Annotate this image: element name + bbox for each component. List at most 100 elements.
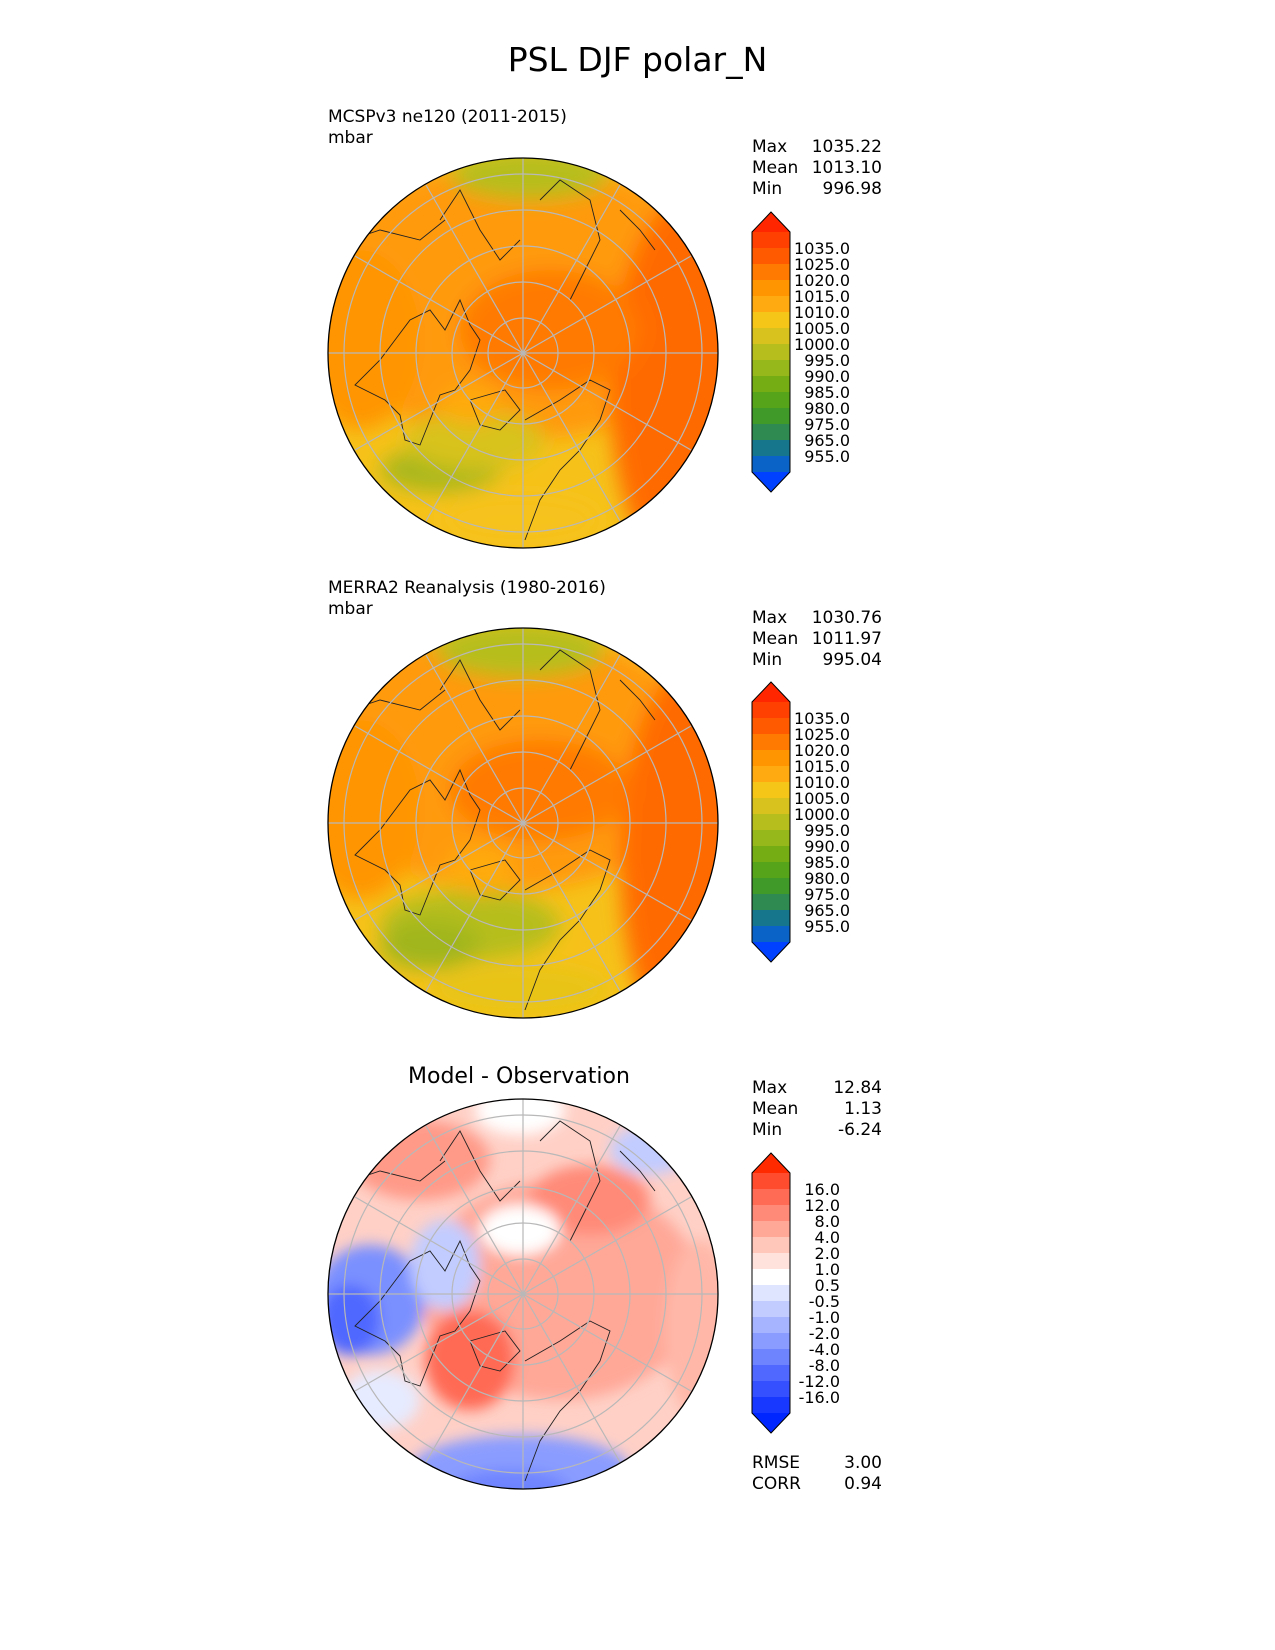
colorbar-extend-bottom [752, 942, 790, 962]
colorbar-tick-label: -4.0 [809, 1340, 840, 1359]
colorbar-tick-label: -12.0 [799, 1372, 840, 1391]
colorbar-tick-label: -1.0 [809, 1308, 840, 1327]
colorbar-swatch [752, 1381, 790, 1398]
colorbar-tick-label: 1020.0 [794, 271, 850, 290]
colorbar-swatch [752, 1349, 790, 1366]
colorbar-tick-label: 1025.0 [794, 725, 850, 744]
colorbar-swatch [752, 1285, 790, 1302]
colorbar-swatch [752, 894, 790, 911]
colorbar-swatch [752, 392, 790, 409]
colorbar-tick-label: 985.0 [804, 853, 850, 872]
colorbar-tick-label: 1.0 [815, 1260, 840, 1279]
map-model [327, 157, 719, 549]
colorbar-swatch [752, 440, 790, 457]
colorbar-swatch [752, 248, 790, 265]
colorbar-swatch [752, 814, 790, 831]
colorbar-swatch [752, 280, 790, 297]
colorbar-tick-label: 16.0 [804, 1180, 840, 1199]
colorbar-tick-label: 1035.0 [794, 239, 850, 258]
colorbar-extend-bottom [752, 472, 790, 492]
colorbar-swatch [752, 878, 790, 895]
colorbar-swatch [752, 798, 790, 815]
colorbar-tick-label: 980.0 [804, 869, 850, 888]
colorbar-swatch [752, 702, 790, 719]
colorbar-tick-label: 975.0 [804, 885, 850, 904]
colorbar-tick-label: 1010.0 [794, 773, 850, 792]
colorbar-swatch [752, 328, 790, 345]
colorbar-tick-label: 1035.0 [794, 709, 850, 728]
colorbar-tick-label: 990.0 [804, 837, 850, 856]
panel-title-model: MCSPv3 ne120 (2011-2015) [328, 107, 567, 127]
colorbar-tick-label: 995.0 [804, 821, 850, 840]
panel-units-obs: mbar [328, 599, 373, 619]
colorbar-tick-label: 985.0 [804, 383, 850, 402]
colorbar-tick-label: -16.0 [799, 1388, 840, 1407]
colorbar-tick-label: 1020.0 [794, 741, 850, 760]
colorbar-tick-label: 1000.0 [794, 335, 850, 354]
colorbar-swatch [752, 734, 790, 751]
colorbar-swatch [752, 264, 790, 281]
colorbar-tick-label: 995.0 [804, 351, 850, 370]
colorbar-swatch [752, 846, 790, 863]
colorbar-swatch [752, 1317, 790, 1334]
colorbar-tick-label: 1005.0 [794, 319, 850, 338]
panel-title-diff: Model - Observation [408, 1064, 630, 1089]
colorbar-tick-label: 1015.0 [794, 757, 850, 776]
colorbar-diff: 16.012.08.04.02.01.00.5-0.5-1.0-2.0-4.0-… [751, 1152, 840, 1434]
colorbar-swatch [752, 766, 790, 783]
colorbar-swatch [752, 782, 790, 799]
colorbar-extend-top [752, 682, 790, 702]
colorbar-swatch [752, 1301, 790, 1318]
map-diff [327, 1098, 719, 1490]
colorbar-tick-label: 1000.0 [794, 805, 850, 824]
colorbar-swatch [752, 376, 790, 393]
colorbar-tick-label: 12.0 [804, 1196, 840, 1215]
colorbar-obs: 1035.01025.01020.01015.01010.01005.01000… [751, 681, 850, 963]
colorbar-tick-label: 990.0 [804, 367, 850, 386]
colorbar-tick-label: 955.0 [804, 447, 850, 466]
colorbar-swatch [752, 232, 790, 249]
colorbar-swatch [752, 408, 790, 425]
panel-units-model: mbar [328, 128, 373, 148]
colorbar-tick-label: 975.0 [804, 415, 850, 434]
colorbar-swatch [752, 456, 790, 473]
colorbar-swatch [752, 312, 790, 329]
colorbar-tick-label: 1005.0 [794, 789, 850, 808]
colorbar-swatch [752, 750, 790, 767]
colorbar-tick-label: 8.0 [815, 1212, 840, 1231]
colorbar-tick-label: -8.0 [809, 1356, 840, 1375]
colorbar-tick-label: 1010.0 [794, 303, 850, 322]
colorbar-swatch [752, 718, 790, 735]
colorbar-tick-label: -0.5 [809, 1292, 840, 1311]
colorbar-swatch [752, 1269, 790, 1286]
colorbar-model: 1035.01025.01020.01015.01010.01005.01000… [751, 211, 850, 493]
colorbar-swatch [752, 1221, 790, 1238]
colorbar-swatch [752, 1333, 790, 1350]
colorbar-swatch [752, 360, 790, 377]
colorbar-swatch [752, 1237, 790, 1254]
colorbar-extend-top [752, 1153, 790, 1173]
colorbar-swatch [752, 296, 790, 313]
colorbar-tick-label: 0.5 [815, 1276, 840, 1295]
colorbar-swatch [752, 1365, 790, 1382]
colorbar-swatch [752, 1189, 790, 1206]
colorbar-tick-label: 2.0 [815, 1244, 840, 1263]
colorbar-swatch [752, 1205, 790, 1222]
colorbar-swatch [752, 926, 790, 943]
colorbar-tick-label: 1015.0 [794, 287, 850, 306]
map-obs [327, 627, 719, 1019]
colorbar-swatch [752, 344, 790, 361]
figure-title: PSL DJF polar_N [507, 40, 768, 79]
colorbar-extend-top [752, 212, 790, 232]
colorbar-tick-label: 965.0 [804, 431, 850, 450]
colorbar-tick-label: -2.0 [809, 1324, 840, 1343]
colorbar-swatch [752, 862, 790, 879]
colorbar-swatch [752, 1173, 790, 1190]
colorbar-swatch [752, 910, 790, 927]
colorbar-extend-bottom [752, 1413, 790, 1433]
colorbar-swatch [752, 424, 790, 441]
colorbar-swatch [752, 1397, 790, 1414]
colorbar-tick-label: 1025.0 [794, 255, 850, 274]
colorbar-swatch [752, 1253, 790, 1270]
